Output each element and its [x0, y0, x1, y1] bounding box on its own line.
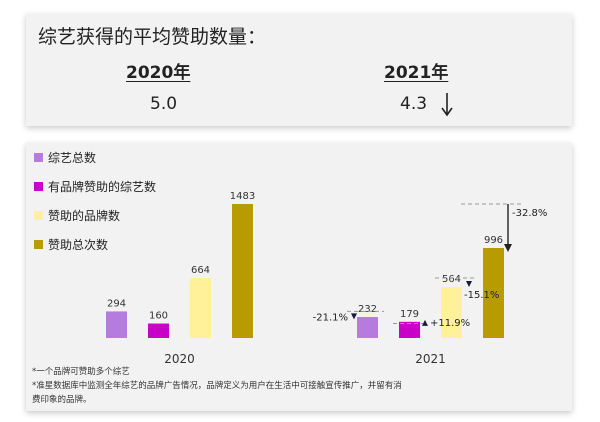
value-label-2021-3: 564	[442, 274, 461, 285]
bar-2020-1	[106, 311, 127, 338]
value-label-2021-1: 232	[358, 304, 377, 315]
change-down-marker-1	[351, 313, 357, 320]
summary-title: 综艺获得的平均赞助数量：	[38, 26, 267, 48]
change-down-marker-3	[466, 281, 472, 288]
bar-2021-4	[483, 248, 504, 338]
footnote-1: *一个品牌可赞助多个综艺	[32, 367, 130, 377]
change-arrow-head-4	[504, 244, 512, 253]
legend-swatch-1	[34, 153, 43, 162]
category-label-2021: 2021	[415, 352, 446, 366]
footnote-2: *准星数据库中监测全年综艺的品牌广告情况，品牌定义为用户在生活中可接触宣传推广，…	[32, 381, 402, 391]
bar-2020-4	[232, 204, 253, 338]
chart-card: 综艺总数有品牌赞助的综艺数 赞助的品牌数 赞助总次数 294 160 664 1483 202…	[26, 143, 572, 411]
change-up-marker-2	[422, 319, 428, 326]
summary-card: 综艺获得的平均赞助数量： 2020年 2021年 5.0 4.3	[26, 14, 572, 126]
bar-2020-2	[148, 323, 169, 338]
change-label-4: -32.8%	[512, 208, 547, 219]
down-arrow-icon	[441, 93, 453, 117]
value-label-2021-2: 179	[400, 309, 419, 320]
change-label-3: -15.1%	[464, 290, 499, 301]
value-label-2021-4: 996	[484, 235, 503, 246]
footnote-3: 费印象的品牌。	[32, 395, 92, 405]
legend-label-2: 有品牌赞助的综艺数	[48, 179, 156, 194]
bar-2020-3	[190, 278, 211, 338]
year-2020-average: 5.0	[150, 94, 178, 114]
year-2020-heading: 2020年	[126, 63, 191, 83]
legend-swatch-2	[34, 182, 43, 191]
category-label-2020: 2020	[164, 352, 195, 366]
value-label-2020-4: 1483	[230, 191, 255, 202]
legend-label-1: 综艺总数	[48, 150, 96, 165]
value-label-2020-2: 160	[149, 311, 168, 322]
bar-2021-3	[441, 287, 462, 338]
legend-swatch-4	[34, 240, 43, 249]
value-label-2020-3: 664	[191, 265, 210, 276]
value-label-2020-1: 294	[107, 298, 126, 309]
legend-label-4: 赞助总次数	[48, 237, 108, 252]
change-label-1: -21.1%	[313, 312, 348, 323]
legend-label-3: 赞助的品牌数	[48, 208, 120, 223]
bar-2021-1	[357, 317, 378, 338]
legend-swatch-3	[34, 211, 43, 220]
bar-2021-2	[399, 321, 420, 338]
year-2021-average: 4.3	[400, 94, 428, 114]
year-2021-heading: 2021年	[384, 63, 449, 83]
change-label-2: +11.9%	[430, 318, 470, 329]
